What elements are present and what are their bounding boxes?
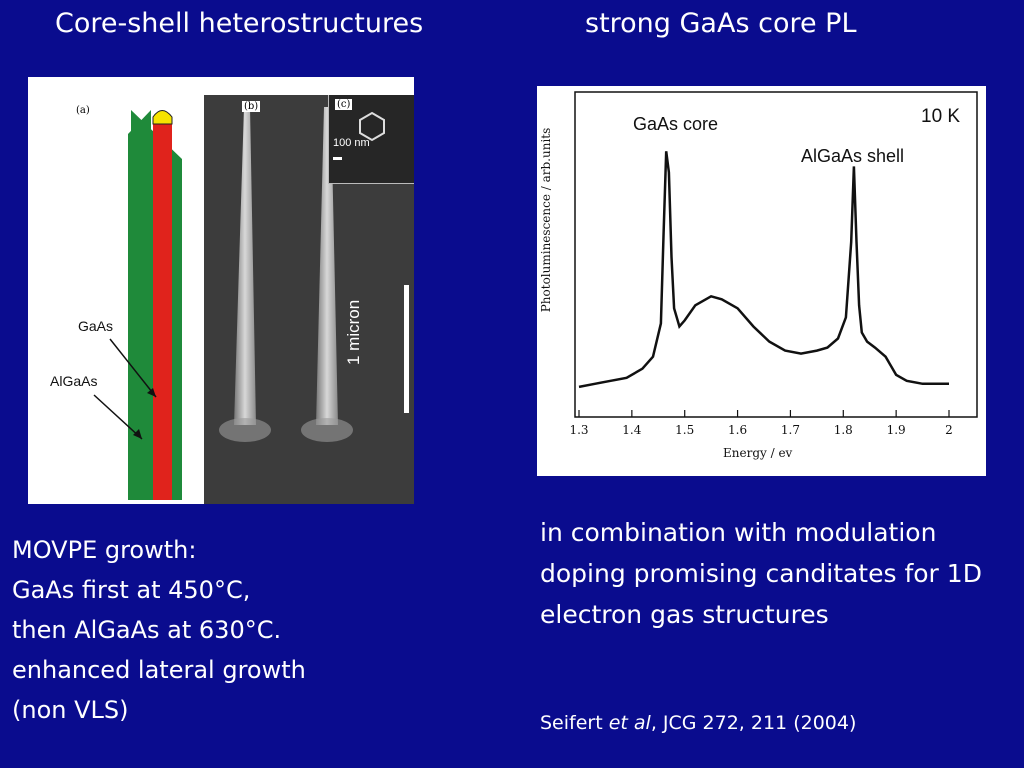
plot-frame [574, 91, 978, 418]
annotation-temperature: 10 K [921, 106, 961, 127]
x-tick-label: 2 [945, 423, 953, 437]
annotation-gaas-core: GaAs core [633, 114, 719, 134]
growth-line: MOVPE growth: [12, 536, 197, 564]
x-tick-label: 1.3 [569, 423, 589, 437]
application-description: in combination with modulation doping pr… [540, 518, 982, 629]
scale-label-main: 1 micron [344, 299, 363, 365]
growth-line: enhanced lateral growth [12, 656, 306, 684]
catalyst-cap [152, 110, 173, 125]
pl-plot-area [574, 91, 978, 418]
scale-bar-main [404, 285, 409, 413]
citation: Seifert et al, JCG 272, 211 (2004) [540, 712, 856, 734]
x-tick-label: 1.9 [886, 423, 906, 437]
panel-a-letter: (a) [76, 105, 90, 116]
shell-left-taper [128, 110, 151, 500]
growth-description: MOVPE growth: GaAs first at 450°C, then … [12, 530, 422, 730]
inset-cross-section: (c) 100 nm [328, 95, 414, 184]
nanowire-1 [234, 107, 256, 425]
x-tick-label: 1.4 [622, 423, 642, 437]
panel-c-letter: (c) [335, 99, 353, 110]
x-tick-label: 1.6 [728, 423, 748, 437]
x-axis-label: Energy / ev [723, 446, 793, 460]
slide-title-right: strong GaAs core PL [585, 8, 857, 39]
pl-series-line [578, 151, 949, 389]
nanowire-2 [316, 107, 338, 425]
sem-image-panel: (b) 1 micron [204, 95, 414, 504]
x-tick-label: 1.5 [675, 423, 695, 437]
x-tick-label: 1.7 [780, 423, 800, 437]
hexagon-crosssection [333, 111, 385, 160]
x-tick-label: 1.8 [833, 423, 853, 437]
growth-line: (non VLS) [12, 696, 129, 724]
citation-reference: , JCG 272, 211 (2004) [650, 712, 857, 734]
slide-title-left: Core-shell heterostructures [55, 8, 424, 39]
growth-line: GaAs first at 450°C, [12, 576, 251, 604]
algaas-label: AlGaAs [50, 373, 98, 389]
nanowire-figure: (a) GaAs AlGaAs [28, 77, 414, 504]
core-shell-schematic [93, 110, 182, 500]
schematic-panel: (a) GaAs AlGaAs [28, 77, 204, 504]
panel-b-letter: (b) [242, 101, 261, 112]
core-region [153, 123, 172, 500]
gaas-label: GaAs [78, 318, 114, 334]
scale-label-inset: 100 nm [333, 137, 370, 149]
annotation-algaas-shell: AlGaAs shell [801, 146, 905, 166]
citation-authors: Seifert [540, 712, 603, 734]
citation-etal: et al [608, 712, 651, 734]
pl-spectrum-chart: GaAs core AlGaAs shell 10 K 1.3 1.4 1.5 1.6… [537, 86, 986, 476]
sem-nanowires [219, 107, 409, 442]
y-axis-label: Photoluminescence / arb.units [539, 127, 553, 313]
growth-line: then AlGaAs at 630°C. [12, 616, 282, 644]
